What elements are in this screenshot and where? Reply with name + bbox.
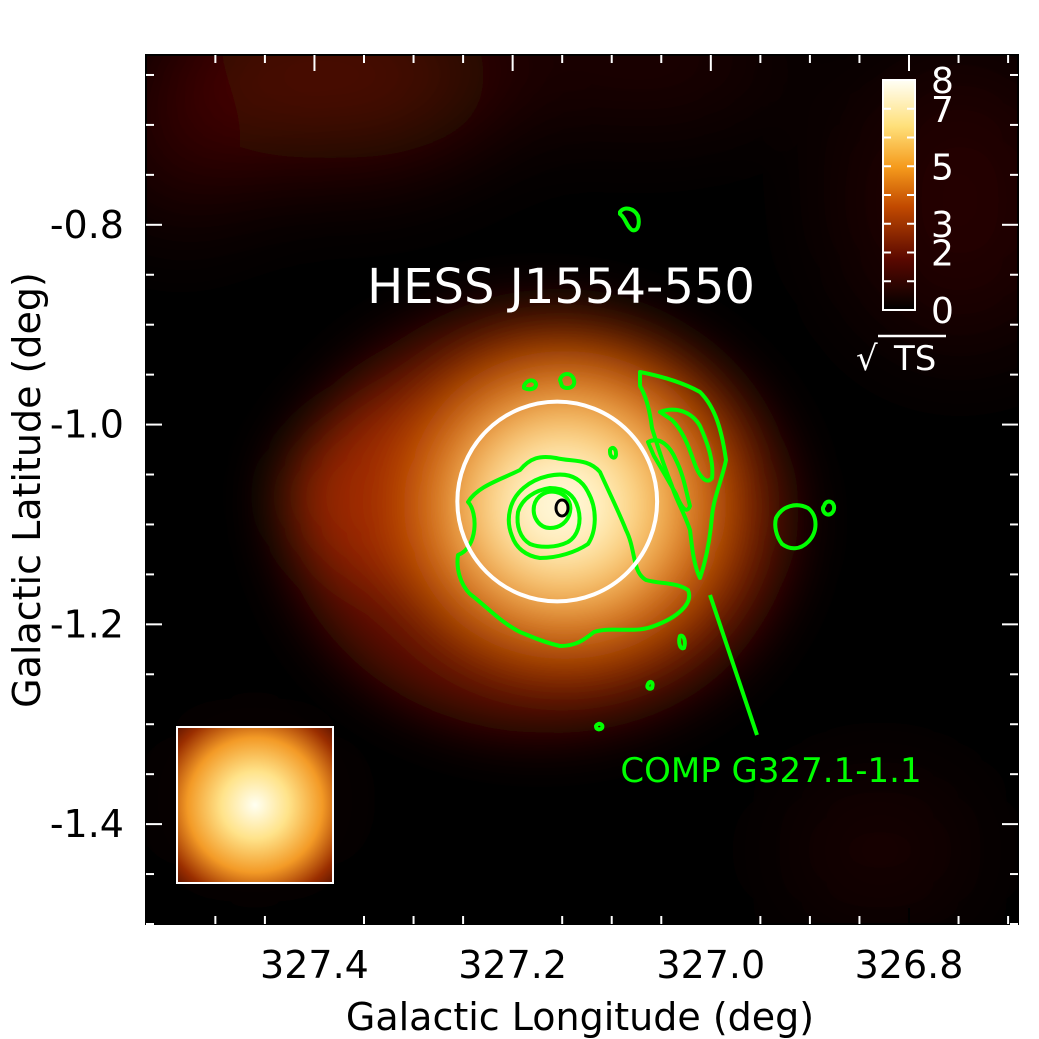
colorbar-tick-label: 0 xyxy=(931,291,954,332)
colorbar-label: TS xyxy=(893,339,936,379)
colorbar-tick-label: 7 xyxy=(931,90,954,131)
contour-top xyxy=(618,206,641,233)
snr-label: COMP G327.1-1.1 xyxy=(620,751,921,791)
y-axis-label: Galactic Latitude (deg) xyxy=(5,272,49,708)
contour-inner xyxy=(531,489,573,530)
y-tick-label: -1.2 xyxy=(50,602,124,646)
colorbar-tick-label: 2 xyxy=(931,234,954,275)
colorbar-tick-label: 3 xyxy=(931,205,954,246)
contour-small-2 xyxy=(522,378,538,392)
colorbar-ticks xyxy=(883,79,915,311)
contour-outer xyxy=(455,454,692,648)
x-tick-label: 326.8 xyxy=(855,943,964,987)
x-tick-label: 327.0 xyxy=(656,943,765,987)
x-tick-label: 327.2 xyxy=(458,943,567,987)
contour-blob-right xyxy=(773,503,818,551)
plot-frame xyxy=(145,54,1019,925)
y-tick-label: -1.0 xyxy=(50,403,124,447)
source-extent-circle xyxy=(455,399,660,604)
colorbar-sqrt-glyph: √ xyxy=(856,339,878,379)
x-axis-label: Galactic Longitude (deg) xyxy=(346,995,814,1039)
psf-inset xyxy=(176,726,334,884)
snr-contours xyxy=(455,206,837,732)
contour-dot-right xyxy=(820,499,837,517)
colorbar-tick-labels: 87 5 32 0 xyxy=(931,61,954,332)
contour-arc-inner xyxy=(658,407,715,483)
x-tick-label: 327.4 xyxy=(260,943,369,987)
y-tick-label: -0.8 xyxy=(50,203,124,247)
contour-small-6 xyxy=(594,721,605,732)
contour-arc-mid xyxy=(646,438,692,512)
y-axis-ticks xyxy=(146,73,1018,925)
colorbar-tick-label: 8 xyxy=(931,61,954,102)
y-tick-label: -1.4 xyxy=(50,802,124,846)
x-axis-ticks xyxy=(214,55,1010,924)
source-label: HESS J1554-550 xyxy=(367,259,755,315)
contour-mid-1 xyxy=(506,472,597,560)
contour-small-4 xyxy=(677,633,687,651)
y-axis-tick-labels: -0.8 -1.0 -1.2 -1.4 xyxy=(50,203,124,846)
best-fit-position-marker xyxy=(554,498,570,518)
contour-mid-2 xyxy=(515,486,582,549)
x-axis-tick-labels: 327.4 327.2 327.0 326.8 xyxy=(260,943,963,987)
colorbar-tick-label: 5 xyxy=(931,147,954,188)
colorbar: 87 5 32 0 √ TS xyxy=(856,61,954,379)
snr-pointer-line xyxy=(708,594,759,736)
contour-small-5 xyxy=(645,679,655,691)
contour-small-3 xyxy=(608,445,618,460)
contour-small-1 xyxy=(558,372,577,390)
